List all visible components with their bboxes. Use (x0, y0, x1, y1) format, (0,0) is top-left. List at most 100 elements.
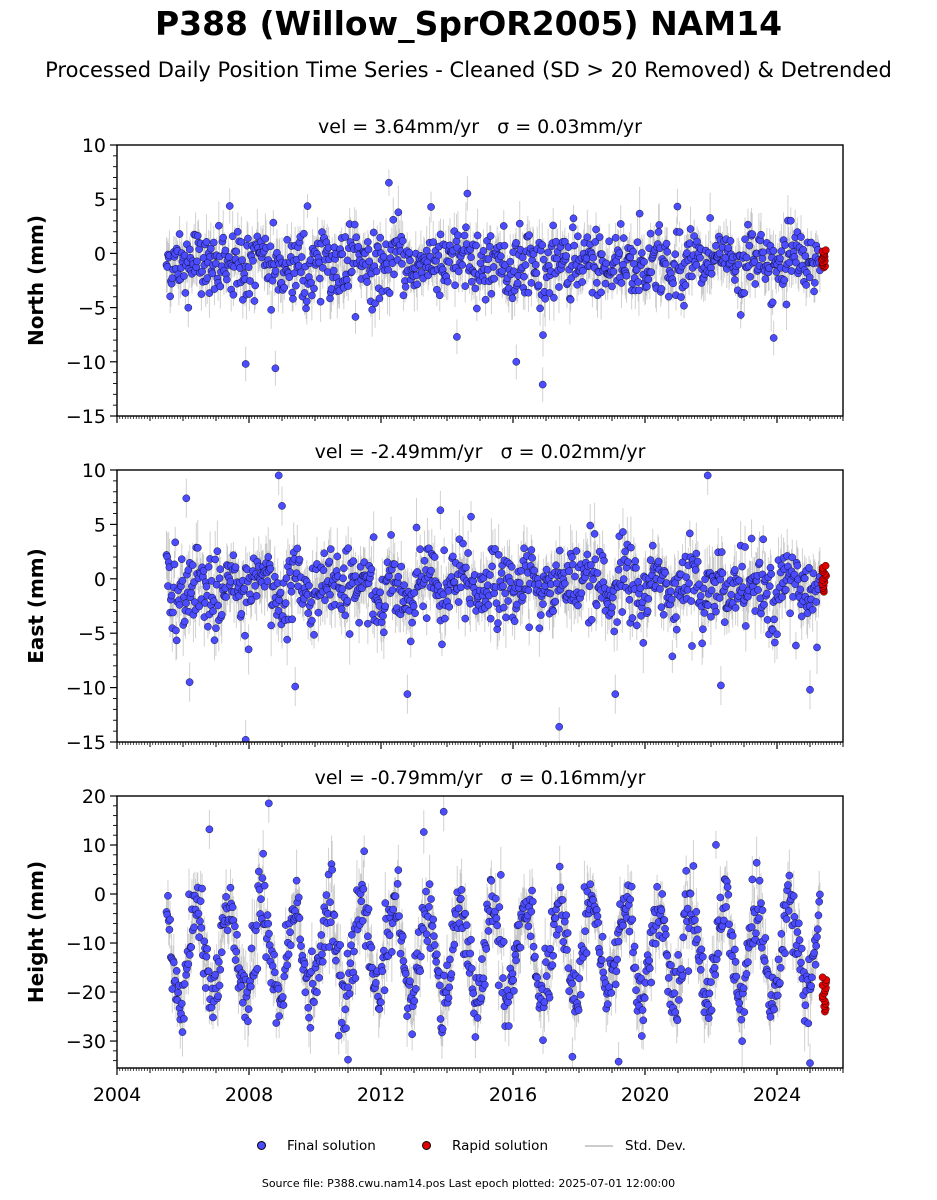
final-point (544, 248, 552, 257)
final-point (659, 610, 668, 619)
final-point (316, 297, 325, 306)
final-point (338, 585, 347, 593)
final-point (685, 579, 693, 588)
final-point (454, 267, 463, 276)
final-point (318, 264, 327, 272)
final-point (589, 575, 597, 584)
final-point (319, 566, 328, 575)
final-point (579, 266, 587, 275)
final-point (578, 278, 587, 286)
final-point (377, 618, 386, 627)
y-tick-label: −15 (66, 406, 106, 428)
east-panel-title: vel = -2.49mm/yr σ = 0.02mm/yr (315, 441, 646, 463)
panel-north: −15 −10 −5 0 5 10 vel = 3.64mm/yr σ = 0.03mm/y… (24, 116, 844, 428)
final-point (494, 551, 503, 559)
final-point (524, 586, 533, 595)
final-point (193, 232, 202, 240)
final-point (214, 601, 222, 610)
final-point (634, 278, 642, 286)
final-point (217, 611, 226, 619)
final-point (436, 506, 445, 515)
final-point (364, 245, 373, 254)
final-point (411, 609, 419, 618)
final-point (245, 290, 254, 298)
final-point (208, 269, 217, 278)
final-point (656, 585, 664, 593)
final-point (555, 283, 563, 291)
final-point (372, 267, 381, 276)
final-point (337, 605, 346, 613)
final-point (213, 547, 222, 556)
final-point (237, 610, 246, 618)
final-point (506, 578, 515, 586)
final-point (608, 593, 617, 602)
final-point (718, 569, 727, 577)
final-point (682, 573, 690, 581)
final-point (181, 289, 190, 297)
final-point (205, 289, 214, 297)
final-point (520, 272, 528, 281)
final-point (621, 547, 629, 556)
final-point (504, 597, 512, 605)
final-point (467, 512, 475, 521)
final-point (329, 266, 338, 275)
final-point (654, 557, 663, 566)
final-point (461, 614, 470, 623)
rapid-point (821, 561, 830, 570)
final-point (528, 554, 536, 562)
final-point (781, 586, 790, 594)
final-point (212, 624, 220, 633)
final-point (390, 270, 398, 279)
final-point (571, 572, 579, 581)
final-point (476, 259, 485, 267)
final-point (740, 289, 749, 297)
final-point (538, 380, 547, 389)
final-point (577, 589, 586, 598)
final-point (398, 237, 407, 245)
east-rapid-points (818, 561, 830, 596)
final-point (233, 227, 242, 236)
final-point (731, 566, 739, 574)
final-point (693, 557, 702, 566)
final-point (792, 641, 800, 650)
final-point (491, 545, 499, 553)
final-point (280, 283, 289, 292)
final-point (187, 589, 196, 597)
final-point (408, 618, 416, 627)
final-point (565, 567, 573, 575)
final-point (202, 238, 211, 246)
final-point (241, 736, 250, 742)
final-point (184, 303, 193, 312)
final-point (180, 272, 188, 280)
final-point (401, 282, 410, 291)
final-point (405, 248, 414, 257)
north-rapid-points (817, 246, 830, 272)
height-plot-area (162, 796, 831, 1068)
final-point (271, 364, 280, 373)
final-point (429, 238, 438, 246)
final-point (171, 538, 180, 547)
final-point (175, 601, 184, 609)
final-point (525, 231, 533, 239)
final-point (793, 561, 802, 570)
final-point (566, 295, 575, 304)
final-point (617, 279, 626, 287)
final-point (489, 263, 498, 271)
final-point (644, 275, 653, 284)
final-point (286, 568, 294, 576)
final-point (735, 576, 744, 585)
final-point (546, 589, 555, 598)
final-point (303, 202, 312, 210)
final-point (305, 581, 313, 590)
final-point (247, 595, 256, 604)
final-point (394, 208, 403, 217)
final-point (422, 246, 431, 255)
final-point (535, 624, 544, 633)
final-point (643, 282, 651, 291)
final-point (669, 279, 677, 288)
final-point (613, 618, 621, 626)
final-point (738, 562, 746, 571)
final-point (472, 241, 480, 250)
final-point (797, 233, 805, 241)
